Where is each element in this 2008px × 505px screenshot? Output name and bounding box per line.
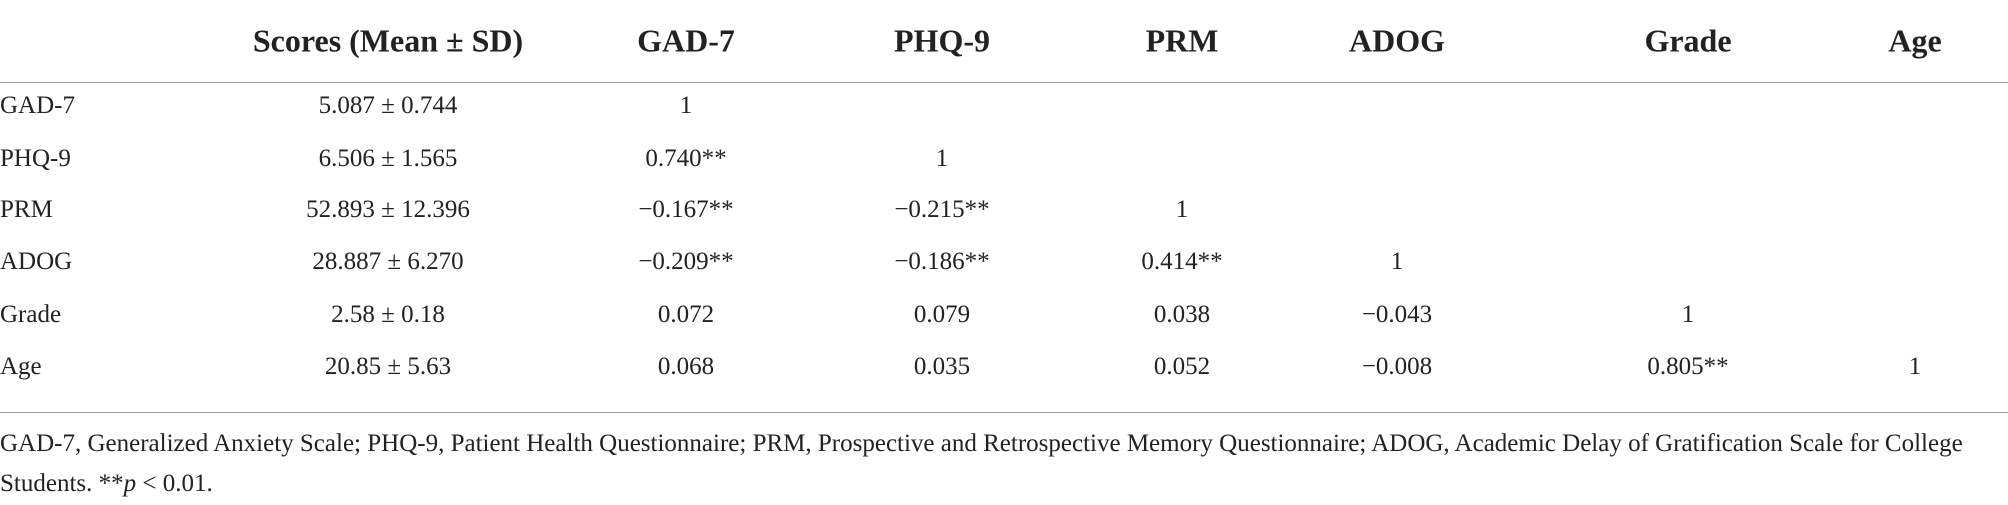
table-cell: 1 <box>935 145 949 172</box>
table-cell: −0.008 <box>1361 353 1433 380</box>
table-cell: 20.85 ± 5.63 <box>324 353 452 380</box>
column-header: PHQ-9 <box>894 22 990 59</box>
table-cell: 0.740** <box>645 145 727 172</box>
column-header: Age <box>1888 22 1942 59</box>
table-cell: 0.035 <box>913 353 971 380</box>
row-label: PHQ-9 <box>0 145 71 172</box>
table-cell: 5.087 ± 0.744 <box>318 92 458 119</box>
bottom-rule <box>0 412 2008 413</box>
table-cell: 0.052 <box>1153 353 1211 380</box>
table-cell: 1 <box>1390 248 1404 275</box>
table-cell: 2.58 ± 0.18 <box>331 301 445 328</box>
column-header: Scores (Mean ± SD) <box>252 22 524 59</box>
table-cell: 0.079 <box>913 301 971 328</box>
table-cell: 28.887 ± 6.270 <box>312 248 464 275</box>
table-cell: −0.209** <box>638 248 734 275</box>
table-cell: 1 <box>1908 353 1922 380</box>
table-cell: −0.186** <box>894 248 990 275</box>
footnote-text: GAD-7, Generalized Anxiety Scale; PHQ-9,… <box>0 430 1963 497</box>
footnote-p: p <box>123 470 137 497</box>
column-header: GAD-7 <box>637 22 735 59</box>
table-cell: 0.068 <box>657 353 715 380</box>
table-cell: 6.506 ± 1.565 <box>318 145 458 172</box>
column-header: PRM <box>1145 22 1219 59</box>
table-cell: 0.072 <box>657 301 715 328</box>
table-cell: 0.038 <box>1153 301 1211 328</box>
table-cell: −0.043 <box>1361 301 1433 328</box>
table-cell: 1 <box>1175 196 1189 223</box>
table-cell: 52.893 ± 12.396 <box>306 196 470 223</box>
row-label: Grade <box>0 301 62 328</box>
table-cell: −0.215** <box>894 196 990 223</box>
row-label: Age <box>0 353 42 380</box>
table-cell: 0.805** <box>1647 353 1729 380</box>
column-header: ADOG <box>1349 22 1445 59</box>
row-label: PRM <box>0 196 53 223</box>
table-cell: 0.414** <box>1141 248 1223 275</box>
header-rule <box>0 82 2008 83</box>
row-label: GAD-7 <box>0 92 75 119</box>
row-label: ADOG <box>0 248 73 275</box>
column-header: Grade <box>1644 22 1732 59</box>
table-cell: 1 <box>1681 301 1695 328</box>
table-cell: 1 <box>679 92 693 119</box>
footnote: GAD-7, Generalized Anxiety Scale; PHQ-9,… <box>0 424 1985 504</box>
table-cell: −0.167** <box>638 196 734 223</box>
footnote-text: < 0.01. <box>136 470 213 497</box>
